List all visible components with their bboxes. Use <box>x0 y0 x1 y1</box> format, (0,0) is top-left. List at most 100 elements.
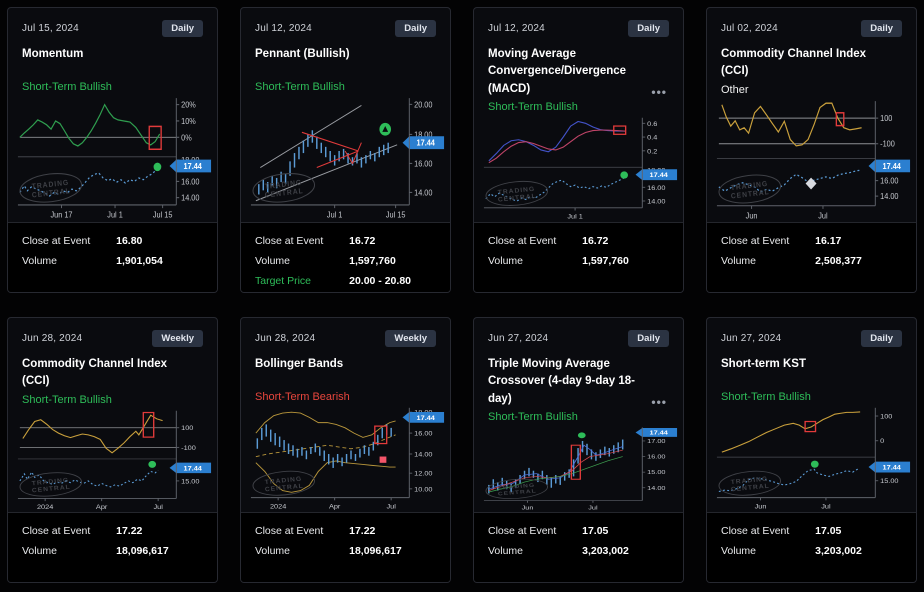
card-title: Moving Average Convergence/Divergence (M… <box>488 48 627 95</box>
x-axis-tick: Jul <box>153 504 163 511</box>
frequency-badge: Daily <box>628 330 669 347</box>
event-date: Jun 28, 2024 <box>22 333 83 344</box>
price-chart: TRADINGCENTRAL18.0016.0014.0012.0010.001… <box>241 403 450 512</box>
y-axis-tick: 15.00 <box>647 470 666 476</box>
svg-text:TRADING: TRADING <box>497 186 535 196</box>
indicator-series <box>488 129 626 163</box>
indicator-series <box>721 411 861 453</box>
signal-card[interactable]: Jun 27, 2024 Daily Triple Moving Average… <box>473 317 684 583</box>
svg-text:17.44: 17.44 <box>184 162 203 171</box>
footer-label: Close at Event <box>488 525 557 537</box>
svg-text:CENTRAL: CENTRAL <box>32 483 72 493</box>
card-header: Jul 02, 2024 Daily Commodity Channel Ind… <box>707 8 916 96</box>
event-highlight-rect <box>148 125 162 151</box>
footer-row: Volume 3,203,002 <box>488 541 669 561</box>
footer-value: 3,203,002 <box>815 545 862 557</box>
footer-value: 1,901,054 <box>116 255 163 267</box>
svg-text:17.44: 17.44 <box>883 161 902 170</box>
card-title: Commodity Channel Index (CCI) <box>721 48 867 78</box>
x-axis-tick: Jul 1 <box>327 210 342 219</box>
event-highlight-rect <box>570 444 581 480</box>
y-axis-tick: 15.00 <box>181 478 199 485</box>
footer-label: Volume <box>721 545 757 557</box>
x-axis-tick: Jul <box>386 503 396 511</box>
indicator-series <box>488 455 623 493</box>
card-title: Pennant (Bullish) <box>255 48 350 60</box>
event-highlight-rect <box>613 125 627 135</box>
card-header: Jul 12, 2024 Daily Moving Average Conver… <box>474 8 683 113</box>
indicator-series <box>488 449 623 491</box>
more-options-icon[interactable]: ••• <box>651 84 667 99</box>
indicator-series <box>721 102 862 147</box>
footer-row: Close at Event 16.72 <box>255 231 436 251</box>
footer-value: 16.72 <box>349 235 376 247</box>
y-axis-tick: 0 <box>880 437 884 445</box>
indicator-series <box>718 468 860 493</box>
footer-row: Volume 1,597,760 <box>488 251 669 271</box>
price-chart: 100 0 TRADING CENTRAL 15.00 17.44 Jun Jul <box>707 403 916 512</box>
signal-card[interactable]: Jun 28, 2024 Weekly Commodity Channel In… <box>7 317 218 583</box>
footer-value: 16.80 <box>116 235 143 247</box>
y-axis-tick: 100 <box>880 113 892 122</box>
y-axis-tick: 18.00 <box>414 130 432 139</box>
last-price-badge <box>402 136 445 150</box>
footer-row: Volume 1,901,054 <box>22 251 203 271</box>
indicator-series <box>19 103 161 147</box>
sentiment-label: Short-Term Bullish <box>255 81 345 93</box>
frequency-badge: Weekly <box>152 330 203 347</box>
footer-row: Close at Event 17.05 <box>488 521 669 541</box>
y-axis-tick: 14.00 <box>647 197 665 205</box>
y-axis-tick: 14.00 <box>414 188 432 197</box>
y-axis-tick: 10.00 <box>414 486 432 494</box>
more-options-icon[interactable]: ••• <box>651 394 667 409</box>
x-axis-tick: Jun <box>746 211 758 220</box>
y-axis-tick: 0.4 <box>647 134 657 142</box>
y-axis-tick: 14.00 <box>414 451 432 459</box>
event-date: Jun 27, 2024 <box>721 333 782 344</box>
card-footer: Close at Event 16.72 Volume 1,597,760 Target… <box>241 222 450 292</box>
y-axis-tick: 16.00 <box>181 177 199 186</box>
y-axis-tick: 15.00 <box>880 477 898 485</box>
chart-svg: 0.60.40.2TRADINGCENTRAL18.0016.0014.0017… <box>483 117 678 221</box>
card-footer: Close at Event 17.05 Volume 3,203,002 <box>474 512 683 582</box>
signal-card[interactable]: Jun 27, 2024 Daily Short-term KST ••• Sh… <box>706 317 917 583</box>
event-highlight-rect <box>804 420 817 433</box>
svg-text:17.44: 17.44 <box>650 171 668 179</box>
last-price-badge <box>169 159 212 173</box>
svg-text:TRADING: TRADING <box>31 477 69 487</box>
x-axis-tick: Jul 1 <box>567 213 583 221</box>
card-footer: Close at Event 17.22 Volume 18,096,617 <box>8 512 217 582</box>
svg-text:TRADING: TRADING <box>264 476 302 486</box>
footer-label: Close at Event <box>255 525 324 537</box>
footer-value: 18,096,617 <box>116 545 169 557</box>
signal-card[interactable]: Jul 12, 2024 Daily Moving Average Conver… <box>473 7 684 293</box>
footer-label: Volume <box>721 255 757 267</box>
event-date: Jun 27, 2024 <box>488 333 549 344</box>
frequency-badge: Weekly <box>385 330 436 347</box>
signal-card[interactable]: Jul 02, 2024 Daily Commodity Channel Ind… <box>706 7 917 293</box>
signal-card[interactable]: Jul 15, 2024 Daily Momentum ••• Short-Te… <box>7 7 218 293</box>
card-title: Bollinger Bands <box>255 358 344 370</box>
y-axis-tick: 14.00 <box>880 191 898 200</box>
footer-label: Volume <box>22 545 58 557</box>
y-axis-tick: 16.00 <box>647 184 665 192</box>
card-footer: Close at Event 17.05 Volume 3,203,002 <box>707 512 916 582</box>
footer-label: Volume <box>488 545 524 557</box>
signal-card[interactable]: Jun 28, 2024 Weekly Bollinger Bands ••• … <box>240 317 451 583</box>
footer-value: 16.17 <box>815 235 842 247</box>
bullish-event-marker <box>148 460 157 468</box>
indicator-series <box>718 169 861 193</box>
x-axis-tick: Jul <box>818 211 828 220</box>
price-chart: TRADING CENTRAL 20.00 18.00 16.00 14.00 17.44 J… <box>241 93 450 222</box>
bullish-event-marker <box>620 171 629 179</box>
indicator-series <box>488 120 626 162</box>
x-axis-tick: Jun <box>755 503 767 511</box>
y-axis-tick: 16.00 <box>414 430 432 438</box>
svg-text:TRADING: TRADING <box>730 476 768 486</box>
y-axis-tick: 12.00 <box>414 470 432 478</box>
footer-value: 1,597,760 <box>582 255 629 267</box>
signal-card[interactable]: Jul 12, 2024 Daily Pennant (Bullish) •••… <box>240 7 451 293</box>
